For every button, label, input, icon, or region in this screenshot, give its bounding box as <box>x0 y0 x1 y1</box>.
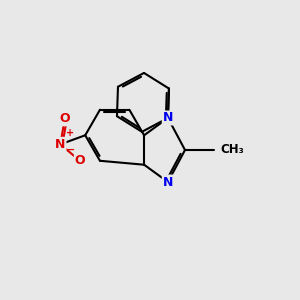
Text: CH₃: CH₃ <box>220 143 244 157</box>
Text: N: N <box>163 176 173 188</box>
Text: N: N <box>55 138 65 151</box>
Text: +: + <box>66 128 74 138</box>
Text: O: O <box>59 112 70 125</box>
Text: O: O <box>75 154 86 167</box>
Text: N: N <box>163 112 173 124</box>
Text: −: − <box>65 145 75 154</box>
